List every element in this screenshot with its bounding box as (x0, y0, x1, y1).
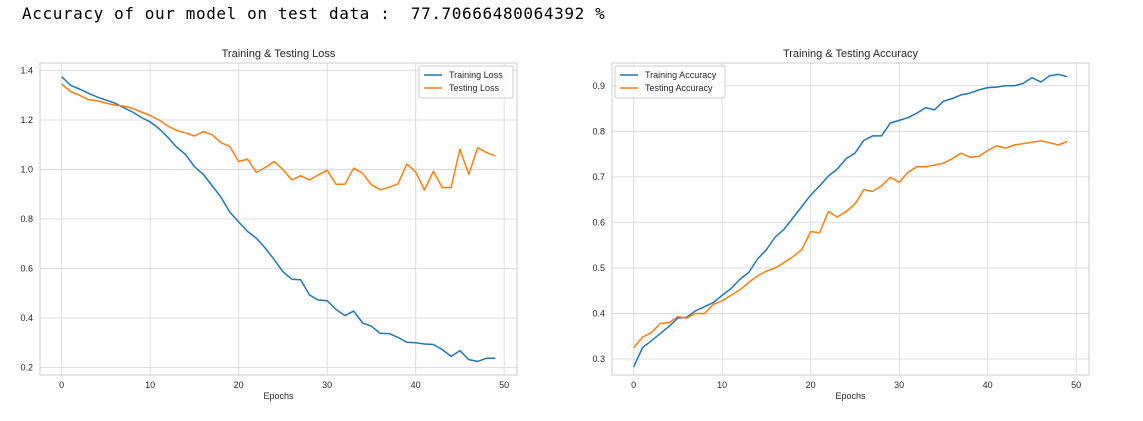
y-tick-label: 1.4 (20, 65, 33, 75)
accuracy-unit: % (595, 4, 606, 23)
x-tick-label: 50 (499, 380, 509, 390)
x-tick-label: 30 (322, 380, 332, 390)
y-tick-label: 0.8 (592, 126, 605, 136)
y-tick-label: 0.6 (592, 217, 605, 227)
x-axis-label: Epochs (835, 391, 866, 401)
y-tick-label: 0.4 (20, 313, 33, 323)
series-line-training-loss (61, 76, 496, 363)
y-tick-label: 0.9 (592, 81, 605, 91)
chart-title: Training & Testing Accuracy (783, 48, 919, 60)
x-tick-label: 30 (894, 380, 904, 390)
x-tick-label: 0 (631, 380, 636, 390)
legend-label: Training Accuracy (645, 70, 717, 80)
y-tick-label: 0.4 (592, 309, 605, 319)
legend-label: Testing Accuracy (645, 83, 713, 93)
legend-box (418, 65, 514, 99)
legend-label: Training Loss (449, 70, 503, 80)
series-line-testing-accuracy (633, 140, 1068, 349)
y-tick-label: 0.3 (592, 354, 605, 364)
accuracy-header: Accuracy of our model on test data : 77.… (22, 4, 605, 23)
y-tick-label: 0.5 (592, 263, 605, 273)
chart-2: 0 10 20 30 40 50 0.3 0.4 0.5 0.6 0.7 0.8 0.9 Training… (592, 48, 1090, 401)
y-tick-label: 0.7 (592, 172, 605, 182)
chart-title: Training & Testing Loss (222, 48, 336, 60)
plot-frame (611, 62, 1090, 376)
x-tick-label: 10 (145, 380, 155, 390)
y-tick-label: 0.6 (20, 264, 33, 274)
legend: Training Loss Testing Loss (418, 65, 514, 99)
series-line-testing-loss (61, 83, 496, 191)
accuracy-value: 77.70666480064392 (410, 4, 585, 23)
x-tick-label: 40 (411, 380, 421, 390)
legend: Training Accuracy Testing Accuracy (614, 65, 726, 99)
x-tick-label: 20 (806, 380, 816, 390)
series-line-training-accuracy (633, 73, 1068, 368)
x-tick-label: 50 (1071, 380, 1081, 390)
accuracy-label: Accuracy of our model on test data : (22, 4, 391, 23)
legend-label: Testing Loss (449, 83, 500, 93)
y-tick-label: 1.2 (20, 115, 33, 125)
x-tick-label: 0 (59, 380, 64, 390)
plot-frame (39, 62, 518, 376)
y-tick-label: 0.2 (20, 363, 33, 373)
y-tick-label: 0.8 (20, 214, 33, 224)
x-tick-label: 20 (234, 380, 244, 390)
legend-box (614, 65, 726, 99)
y-tick-label: 1.0 (20, 164, 33, 174)
x-tick-label: 10 (717, 380, 727, 390)
x-axis-label: Epochs (263, 391, 294, 401)
x-tick-label: 40 (983, 380, 993, 390)
chart-1: 0 10 20 30 40 50 0.2 0.4 0.6 0.8 1.0 1.2 1.4 Training… (20, 48, 518, 401)
